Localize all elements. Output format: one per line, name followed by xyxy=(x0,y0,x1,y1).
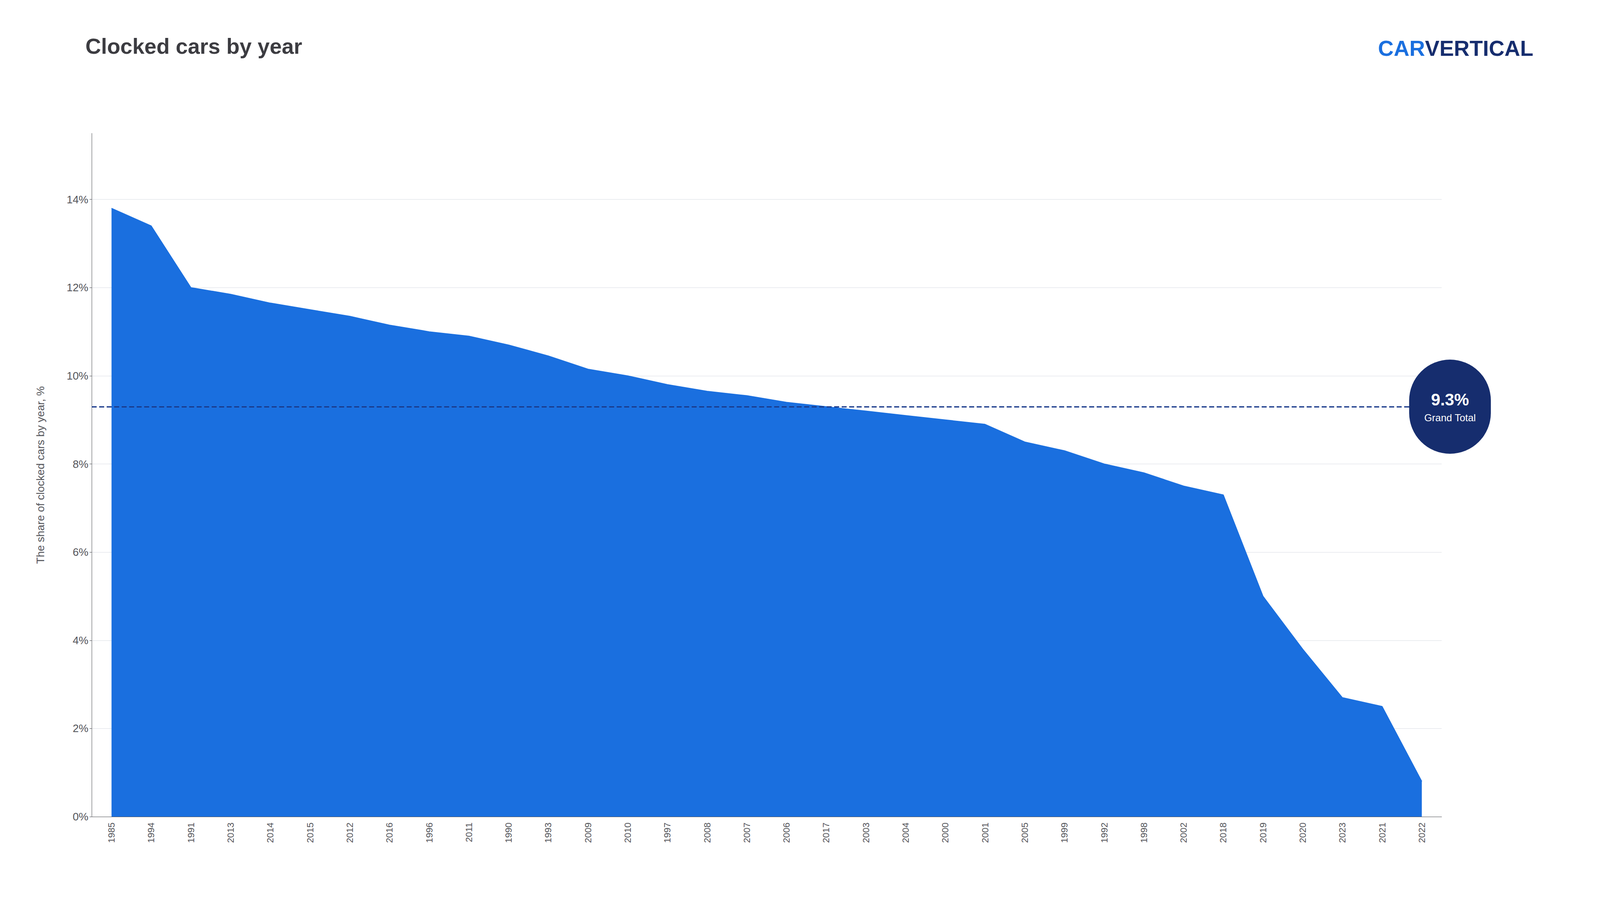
svg-text:2007: 2007 xyxy=(741,822,753,843)
svg-text:2010: 2010 xyxy=(622,822,633,843)
svg-text:0%: 0% xyxy=(72,810,89,823)
svg-text:2004: 2004 xyxy=(900,822,911,843)
svg-text:2016: 2016 xyxy=(384,822,395,843)
svg-text:1996: 1996 xyxy=(424,822,435,843)
svg-text:2017: 2017 xyxy=(820,822,832,843)
svg-text:Grand Total: Grand Total xyxy=(1424,412,1476,424)
svg-text:1999: 1999 xyxy=(1059,822,1070,843)
svg-text:1994: 1994 xyxy=(145,822,157,843)
svg-text:2006: 2006 xyxy=(781,822,792,843)
svg-text:1991: 1991 xyxy=(185,822,197,843)
svg-text:1985: 1985 xyxy=(106,822,117,843)
svg-text:2012: 2012 xyxy=(344,822,355,843)
svg-text:2009: 2009 xyxy=(582,822,594,843)
svg-text:2001: 2001 xyxy=(980,822,991,843)
svg-text:12%: 12% xyxy=(66,281,89,294)
svg-text:2005: 2005 xyxy=(1019,822,1030,843)
svg-text:2018: 2018 xyxy=(1217,822,1229,843)
svg-text:9.3%: 9.3% xyxy=(1430,390,1469,409)
svg-text:2023: 2023 xyxy=(1337,822,1348,843)
svg-text:2021: 2021 xyxy=(1377,822,1388,843)
svg-text:2022: 2022 xyxy=(1416,822,1428,843)
svg-text:1998: 1998 xyxy=(1138,822,1150,843)
svg-text:VERTICAL: VERTICAL xyxy=(1425,36,1534,61)
svg-text:2000: 2000 xyxy=(940,822,951,843)
svg-text:2013: 2013 xyxy=(225,822,236,843)
svg-text:Clocked cars by year: Clocked cars by year xyxy=(85,34,303,59)
svg-text:1993: 1993 xyxy=(542,822,554,843)
svg-text:1997: 1997 xyxy=(662,822,673,843)
svg-text:14%: 14% xyxy=(66,193,89,206)
svg-text:2008: 2008 xyxy=(702,822,713,843)
svg-text:6%: 6% xyxy=(72,545,89,559)
svg-text:4%: 4% xyxy=(72,634,89,647)
svg-text:2002: 2002 xyxy=(1178,822,1189,843)
svg-text:The share of clocked cars by y: The share of clocked cars by year, % xyxy=(34,386,47,564)
svg-text:2014: 2014 xyxy=(265,822,276,843)
svg-text:1990: 1990 xyxy=(503,822,514,843)
svg-text:2019: 2019 xyxy=(1257,822,1269,843)
svg-text:CAR: CAR xyxy=(1377,36,1425,61)
svg-text:2003: 2003 xyxy=(860,822,872,843)
svg-text:1992: 1992 xyxy=(1099,822,1110,843)
svg-text:10%: 10% xyxy=(66,369,89,383)
svg-text:8%: 8% xyxy=(72,457,89,471)
svg-text:2015: 2015 xyxy=(305,822,316,843)
svg-text:2011: 2011 xyxy=(463,822,475,843)
svg-text:2020: 2020 xyxy=(1297,822,1308,843)
svg-text:2%: 2% xyxy=(72,722,89,735)
